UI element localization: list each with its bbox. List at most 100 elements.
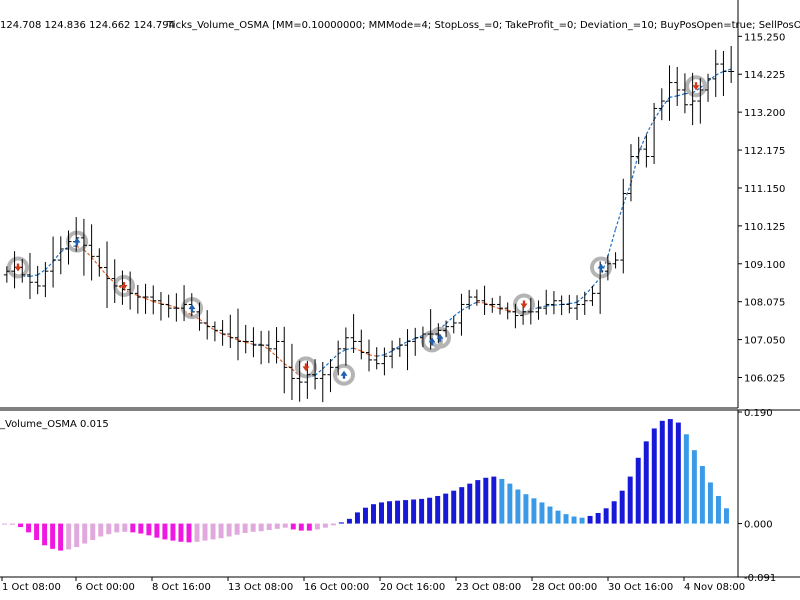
histogram-bar — [387, 501, 393, 524]
histogram-bar — [411, 499, 417, 524]
histogram-bar — [322, 523, 328, 528]
trend-line-segment — [614, 204, 624, 230]
histogram-bar — [186, 523, 192, 543]
buy-arrow-icon — [597, 263, 605, 272]
sell-arrow-icon — [692, 82, 700, 91]
histogram-bar — [523, 494, 529, 524]
histogram-bar — [555, 510, 561, 524]
histogram-bar — [435, 495, 441, 524]
histogram-bar — [651, 428, 657, 524]
histogram-bar — [643, 441, 649, 524]
histogram-bar — [202, 523, 208, 541]
histogram-bar — [667, 419, 673, 524]
indicator-tick-label: -0.091 — [744, 573, 776, 584]
time-tick-label: 8 Oct 16:00 — [152, 582, 211, 593]
time-tick-label: 4 Nov 08:00 — [684, 582, 745, 593]
histogram-bar — [354, 512, 360, 524]
trend-line-segment — [576, 295, 586, 303]
trend-line-segment — [546, 304, 554, 307]
trend-line-segment — [153, 300, 162, 305]
histogram-bar — [298, 523, 304, 531]
trend-line-segment — [445, 315, 455, 325]
histogram-bar — [290, 523, 296, 530]
histogram-bar — [282, 523, 288, 528]
trend-line-segment — [492, 305, 501, 310]
trend-line-segment — [314, 368, 324, 376]
histogram-bar — [603, 508, 609, 524]
indicator-tick-label: 0.000 — [744, 520, 773, 531]
indicator-label: _Volume_OSMA 0.015 — [0, 419, 109, 430]
histogram-bar — [234, 523, 240, 535]
trend-line-segment — [677, 93, 686, 97]
trend-line-segment — [145, 297, 154, 303]
histogram-bar — [98, 523, 104, 537]
time-tick-label: 30 Oct 16:00 — [608, 582, 673, 593]
trend-line-segment — [60, 246, 69, 253]
histogram-bar — [403, 500, 409, 524]
histogram-bar — [66, 523, 72, 550]
histogram-bar — [483, 477, 489, 524]
histogram-bar — [210, 523, 216, 540]
trend-line-segment — [283, 363, 293, 370]
histogram-bar — [266, 523, 272, 531]
time-tick-label: 16 Oct 00:00 — [304, 582, 369, 593]
histogram-bar — [571, 516, 577, 524]
trend-line-segment — [29, 274, 38, 277]
histogram-bar — [395, 500, 401, 524]
indicator-tick-label: 0.190 — [744, 408, 773, 419]
time-tick-label: 6 Oct 00:00 — [76, 582, 135, 593]
trend-line-segment — [137, 295, 146, 300]
trend-line-segment — [330, 353, 339, 362]
histogram-bar — [274, 523, 280, 529]
trend-line-segment — [353, 347, 362, 352]
histogram-bar — [242, 523, 248, 533]
histogram-bar — [10, 523, 15, 525]
histogram-bar — [194, 523, 200, 542]
histogram-bar — [330, 523, 336, 526]
histogram-bar — [371, 504, 376, 524]
histogram-bar — [563, 514, 569, 524]
histogram-bar — [18, 523, 24, 528]
histogram-bar — [419, 498, 425, 524]
expert-advisor-label: Ticks_Volume_OSMA [MM=0.10000000; MMMode… — [166, 20, 800, 31]
signal-circle — [590, 256, 612, 279]
histogram-bar — [675, 422, 681, 524]
price-tick-label: 106.025 — [744, 373, 785, 384]
histogram-bar — [50, 523, 56, 549]
histogram-bar — [723, 508, 729, 524]
histogram-bar — [619, 490, 625, 524]
histogram-bar — [427, 497, 433, 524]
trend-line-segment — [44, 261, 54, 271]
histogram-bar — [539, 502, 545, 524]
histogram-bar — [507, 483, 513, 524]
trend-line-segment — [384, 350, 393, 356]
trend-line-segment — [468, 301, 478, 307]
histogram-bar — [154, 523, 160, 538]
histogram-bar — [226, 523, 232, 537]
histogram-bar — [146, 523, 152, 536]
trend-line-segment — [291, 368, 301, 377]
trend-line-segment — [368, 354, 377, 357]
trend-line-segment — [206, 324, 216, 331]
price-tick-label: 108.075 — [744, 298, 785, 309]
price-tick-label: 110.125 — [744, 222, 785, 233]
time-tick-label: 28 Oct 00:00 — [532, 582, 597, 593]
signal-circle — [685, 75, 707, 98]
buy-arrow-icon — [73, 237, 81, 246]
buy-arrow-icon — [428, 337, 436, 346]
trend-line-segment — [584, 286, 593, 296]
trend-line-segment — [476, 301, 485, 304]
histogram-bar — [451, 490, 457, 524]
trend-line-segment — [37, 269, 46, 276]
histogram-bar — [106, 523, 112, 535]
trend-line-segment — [638, 134, 647, 154]
sell-arrow-icon — [14, 263, 22, 272]
histogram-bar — [362, 507, 368, 524]
trend-line-segment — [484, 302, 493, 307]
histogram-bar — [595, 513, 601, 524]
price-tick-label: 109.100 — [744, 260, 785, 271]
trend-line-segment — [337, 349, 347, 355]
time-tick-label: 23 Oct 08:00 — [456, 582, 521, 593]
price-tick-label: 111.150 — [744, 184, 785, 195]
histogram-bar — [130, 523, 136, 533]
